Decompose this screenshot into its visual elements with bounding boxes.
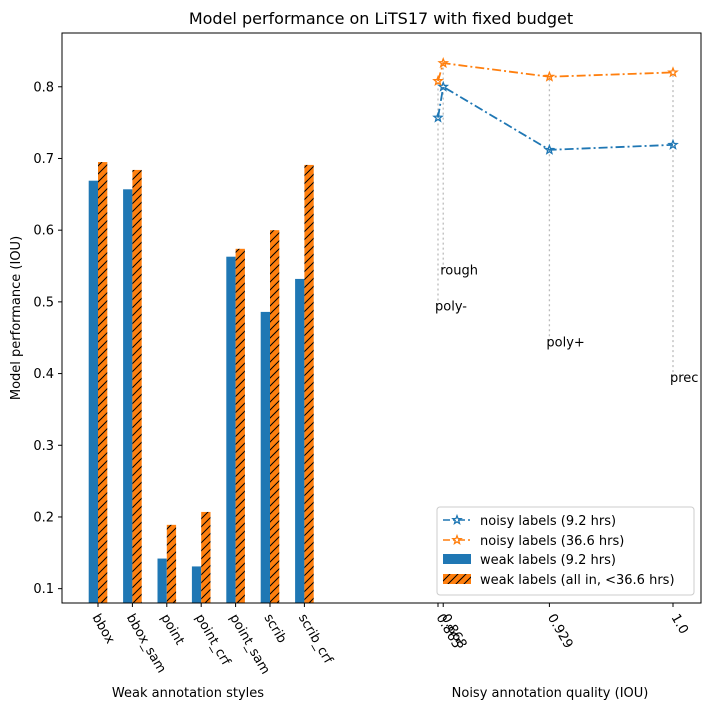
bar-weak-9h-point	[157, 558, 167, 603]
x-tick-label-weak: bbox	[89, 612, 118, 647]
y-tick-label: 0.6	[33, 224, 54, 239]
data-point-noisy-36h	[432, 74, 444, 87]
data-point-noisy-9h	[543, 143, 556, 155]
bar-weak-9h-scrib	[260, 311, 270, 603]
annotation-label: poly+	[546, 335, 584, 350]
x-tick-label-weak: point	[157, 612, 187, 648]
legend-label-weak-all: weak labels (all in, <36.6 hrs)	[480, 573, 675, 588]
bar-weak-9h-bbox_sam	[123, 189, 133, 604]
legend-box	[436, 506, 695, 596]
x-tick-label-weak: scrib	[261, 612, 290, 646]
x-tick-label-weak: scrib_crf	[295, 612, 336, 667]
bar-weak-all-point	[166, 524, 177, 603]
bar-weak-all-scrib	[270, 230, 280, 604]
legend-swatch-weak-all	[443, 574, 471, 584]
x-tick-label-noisy: 1.0	[668, 612, 691, 637]
legend-marker-noisy-9h	[451, 513, 463, 525]
data-point-noisy-36h	[437, 56, 450, 69]
plot-frame	[61, 32, 702, 604]
annotation-label: poly-	[435, 299, 467, 314]
data-point-noisy-9h	[437, 80, 450, 92]
legend: noisy labels (9.2 hrs) noisy labels (36.…	[436, 506, 695, 596]
legend-label-noisy-36h: noisy labels (36.6 hrs)	[480, 534, 624, 549]
legend-label-noisy-9h: noisy labels (9.2 hrs)	[480, 514, 616, 529]
bar-weak-all-point_crf	[201, 511, 211, 603]
legend-swatch-weak-9h	[443, 554, 471, 564]
bar-weak-9h-bbox	[88, 180, 98, 603]
annotation-label: prec	[670, 371, 698, 386]
series-line-noisy-9h	[437, 85, 674, 151]
bar-weak-all-bbox_sam	[132, 169, 142, 603]
bar-weak-all-scrib_crf	[304, 164, 314, 604]
bar-weak-all-point_sam	[235, 248, 245, 603]
bar-weak-9h-point_sam	[226, 256, 236, 603]
annotation-label: rough	[440, 264, 478, 279]
x-axis-label-noisy: Noisy annotation quality (IOU)	[452, 686, 649, 701]
bar-weak-all-bbox	[98, 162, 108, 603]
y-tick-label: 0.5	[33, 295, 54, 310]
legend-label-weak-9h: weak labels (9.2 hrs)	[480, 553, 616, 568]
data-point-noisy-9h	[667, 138, 679, 150]
y-tick-label: 0.7	[33, 152, 54, 167]
y-tick-label: 0.1	[33, 582, 54, 597]
data-point-noisy-36h	[543, 70, 556, 82]
data-point-noisy-36h	[667, 66, 679, 78]
y-axis-label: Model performance (IOU)	[9, 236, 24, 400]
bar-weak-9h-scrib_crf	[295, 278, 305, 603]
x-tick-label-noisy: 0.929	[544, 612, 576, 652]
chart-title: Model performance on LiTS17 with fixed b…	[189, 9, 573, 28]
y-tick-label: 0.2	[33, 510, 54, 525]
data-point-noisy-9h	[432, 111, 444, 123]
bar-weak-9h-point_crf	[191, 566, 202, 603]
x-axis-label-weak: Weak annotation styles	[112, 686, 264, 701]
y-tick-label: 0.3	[33, 439, 54, 454]
series-line-noisy-36h	[437, 62, 674, 82]
y-tick-label: 0.8	[33, 80, 54, 95]
y-tick-label: 0.4	[33, 367, 54, 382]
legend-marker-noisy-36h	[451, 533, 463, 545]
